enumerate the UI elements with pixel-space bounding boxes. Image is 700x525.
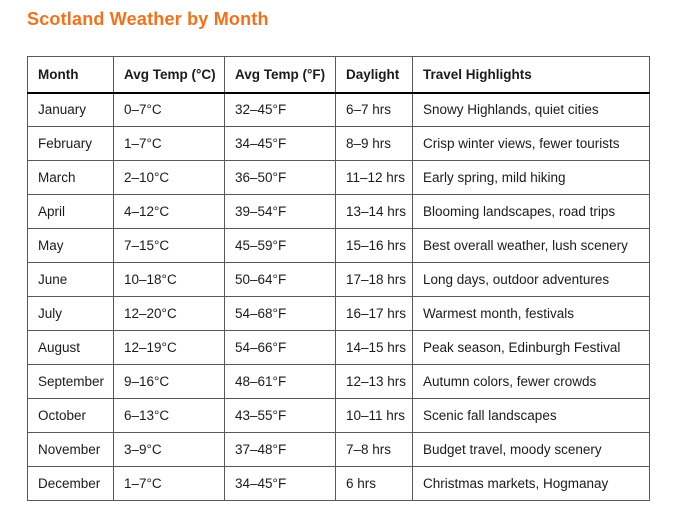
table-cell: 10–18°C	[113, 262, 225, 297]
table-cell: 43–55°F	[224, 398, 336, 433]
table-cell: Best overall weather, lush scenery	[412, 228, 650, 263]
table-row: December 1–7°C 34–45°F 6 hrs Christmas marke…	[27, 466, 650, 501]
table-row: May 7–15°C 45–59°F 15–16 hrs Best overall we…	[27, 228, 650, 263]
page-title: Scotland Weather by Month	[27, 9, 269, 29]
table-cell: 54–66°F	[224, 330, 336, 365]
table-cell: 45–59°F	[224, 228, 336, 263]
table-cell: April	[27, 194, 114, 229]
table-cell: June	[27, 262, 114, 297]
table-cell: December	[27, 466, 114, 501]
table-row: February 1–7°C 34–45°F 8–9 hrs Crisp winter …	[27, 126, 650, 161]
weather-table: Month Avg Temp (°C) Avg Temp (°F) Daylight T…	[27, 56, 650, 501]
table-cell: 10–11 hrs	[335, 398, 413, 433]
table-cell: 13–14 hrs	[335, 194, 413, 229]
table-cell: Crisp winter views, fewer tourists	[412, 126, 650, 161]
table-cell: 14–15 hrs	[335, 330, 413, 365]
table-cell: 7–15°C	[113, 228, 225, 263]
table-cell: 3–9°C	[113, 432, 225, 467]
table-row: August 12–19°C 54–66°F 14–15 hrs Peak season…	[27, 330, 650, 365]
table-cell: 16–17 hrs	[335, 296, 413, 331]
column-header: Avg Temp (°F)	[224, 56, 336, 94]
table-cell: February	[27, 126, 114, 161]
table-cell: November	[27, 432, 114, 467]
table-cell: January	[27, 92, 114, 127]
table-cell: Snowy Highlands, quiet cities	[412, 92, 650, 127]
table-cell: 15–16 hrs	[335, 228, 413, 263]
table-cell: Warmest month, festivals	[412, 296, 650, 331]
table-cell: 50–64°F	[224, 262, 336, 297]
table-cell: Christmas markets, Hogmanay	[412, 466, 650, 501]
column-header: Travel Highlights	[412, 56, 650, 94]
table-cell: 17–18 hrs	[335, 262, 413, 297]
table-cell: Early spring, mild hiking	[412, 160, 650, 195]
table-row: June 10–18°C 50–64°F 17–18 hrs Long days, ou…	[27, 262, 650, 297]
table-row: January 0–7°C 32–45°F 6–7 hrs Snowy Highland…	[27, 92, 650, 127]
table-cell: 6–13°C	[113, 398, 225, 433]
table-cell: Scenic fall landscapes	[412, 398, 650, 433]
column-header: Avg Temp (°C)	[113, 56, 225, 94]
table-cell: 12–19°C	[113, 330, 225, 365]
table-cell: May	[27, 228, 114, 263]
table-cell: Blooming landscapes, road trips	[412, 194, 650, 229]
table-cell: 11–12 hrs	[335, 160, 413, 195]
table-cell: 12–20°C	[113, 296, 225, 331]
table-cell: Peak season, Edinburgh Festival	[412, 330, 650, 365]
table-cell: 1–7°C	[113, 126, 225, 161]
table-cell: 37–48°F	[224, 432, 336, 467]
table-row: July 12–20°C 54–68°F 16–17 hrs Warmest month…	[27, 296, 650, 331]
table-cell: October	[27, 398, 114, 433]
table-cell: 7–8 hrs	[335, 432, 413, 467]
table-cell: July	[27, 296, 114, 331]
table-cell: 36–50°F	[224, 160, 336, 195]
table-cell: March	[27, 160, 114, 195]
table-cell: 54–68°F	[224, 296, 336, 331]
table-cell: 6 hrs	[335, 466, 413, 501]
table-cell: 6–7 hrs	[335, 92, 413, 127]
table-cell: 1–7°C	[113, 466, 225, 501]
table-row: April 4–12°C 39–54°F 13–14 hrs Blooming land…	[27, 194, 650, 229]
table-cell: 0–7°C	[113, 92, 225, 127]
table-cell: 2–10°C	[113, 160, 225, 195]
table-row: September 9–16°C 48–61°F 12–13 hrs Autumn co…	[27, 364, 650, 399]
table-row: November 3–9°C 37–48°F 7–8 hrs Budget travel…	[27, 432, 650, 467]
table-cell: 48–61°F	[224, 364, 336, 399]
table-header-row: Month Avg Temp (°C) Avg Temp (°F) Daylight T…	[27, 56, 650, 94]
table-cell: 4–12°C	[113, 194, 225, 229]
table-cell: Long days, outdoor adventures	[412, 262, 650, 297]
table-cell: 39–54°F	[224, 194, 336, 229]
table-cell: 12–13 hrs	[335, 364, 413, 399]
column-header: Month	[27, 56, 114, 94]
column-header: Daylight	[335, 56, 413, 94]
table-cell: August	[27, 330, 114, 365]
table-cell: 34–45°F	[224, 126, 336, 161]
table-cell: 34–45°F	[224, 466, 336, 501]
table-cell: Autumn colors, fewer crowds	[412, 364, 650, 399]
table-row: October 6–13°C 43–55°F 10–11 hrs Scenic fall…	[27, 398, 650, 433]
table-cell: September	[27, 364, 114, 399]
table-cell: 9–16°C	[113, 364, 225, 399]
table-cell: Budget travel, moody scenery	[412, 432, 650, 467]
table-row: March 2–10°C 36–50°F 11–12 hrs Early spring,…	[27, 160, 650, 195]
table-cell: 32–45°F	[224, 92, 336, 127]
table-cell: 8–9 hrs	[335, 126, 413, 161]
table-body: January 0–7°C 32–45°F 6–7 hrs Snowy Highland…	[27, 92, 650, 501]
